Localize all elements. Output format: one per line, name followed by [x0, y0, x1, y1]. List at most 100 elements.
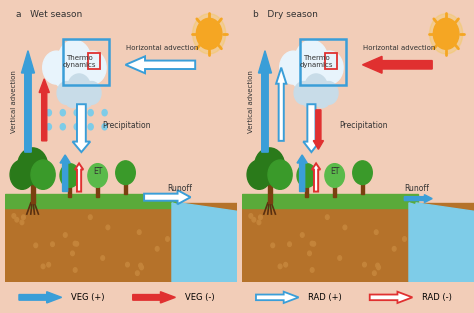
Bar — [68, 185, 71, 197]
Bar — [305, 185, 308, 197]
Circle shape — [88, 124, 93, 130]
Circle shape — [58, 40, 91, 80]
Circle shape — [305, 74, 328, 102]
Circle shape — [106, 225, 110, 230]
Circle shape — [373, 271, 376, 275]
Circle shape — [102, 124, 107, 130]
Circle shape — [271, 243, 274, 248]
Circle shape — [116, 161, 135, 184]
Bar — [5, 194, 181, 208]
Circle shape — [72, 61, 95, 89]
FancyArrow shape — [363, 56, 432, 73]
Text: ET: ET — [330, 167, 339, 176]
Circle shape — [288, 242, 292, 246]
Circle shape — [34, 243, 37, 248]
Circle shape — [284, 262, 288, 267]
Circle shape — [31, 160, 55, 189]
Circle shape — [73, 268, 77, 272]
Circle shape — [259, 215, 262, 219]
Circle shape — [363, 262, 366, 267]
Circle shape — [433, 18, 459, 49]
FancyArrow shape — [276, 68, 286, 141]
Circle shape — [12, 214, 16, 218]
Circle shape — [308, 251, 311, 256]
Circle shape — [102, 110, 107, 116]
Circle shape — [57, 82, 76, 104]
FancyArrow shape — [370, 292, 412, 303]
FancyArrow shape — [297, 155, 307, 192]
Circle shape — [101, 256, 105, 260]
Circle shape — [297, 164, 317, 187]
Circle shape — [10, 160, 34, 189]
Circle shape — [429, 14, 463, 54]
FancyArrow shape — [313, 110, 323, 149]
Circle shape — [60, 164, 80, 187]
Circle shape — [249, 214, 253, 218]
Circle shape — [280, 51, 307, 84]
Circle shape — [301, 233, 304, 237]
Text: Thermo
dynamics: Thermo dynamics — [299, 55, 333, 69]
Text: b   Dry season: b Dry season — [253, 10, 318, 19]
Circle shape — [374, 230, 378, 234]
Circle shape — [338, 256, 342, 260]
Circle shape — [82, 82, 101, 104]
Circle shape — [309, 61, 332, 89]
Circle shape — [64, 233, 67, 237]
Bar — [124, 182, 127, 194]
Text: Horizontal advection: Horizontal advection — [127, 45, 199, 51]
Circle shape — [126, 262, 129, 267]
Bar — [96, 185, 99, 197]
Text: RAD (+): RAD (+) — [308, 293, 342, 302]
Circle shape — [43, 51, 70, 84]
Circle shape — [88, 164, 108, 187]
Circle shape — [255, 148, 285, 184]
Circle shape — [216, 224, 220, 228]
Circle shape — [155, 247, 159, 251]
Text: Runoff: Runoff — [404, 184, 429, 193]
Circle shape — [424, 261, 428, 265]
Circle shape — [402, 237, 406, 241]
Circle shape — [295, 40, 328, 80]
Bar — [5, 203, 237, 282]
Circle shape — [139, 263, 143, 268]
Bar — [242, 203, 474, 282]
Circle shape — [377, 265, 381, 270]
Circle shape — [453, 224, 457, 228]
Circle shape — [51, 242, 55, 246]
Circle shape — [314, 88, 330, 108]
Circle shape — [22, 215, 25, 219]
Polygon shape — [179, 203, 237, 282]
FancyArrow shape — [21, 51, 35, 152]
Circle shape — [73, 241, 77, 246]
Circle shape — [77, 88, 93, 108]
Circle shape — [18, 148, 48, 184]
Circle shape — [75, 242, 79, 246]
Polygon shape — [172, 203, 209, 282]
Circle shape — [312, 242, 316, 246]
Text: Precipitation: Precipitation — [339, 121, 388, 130]
Polygon shape — [416, 203, 474, 282]
Text: Thermo
dynamics: Thermo dynamics — [62, 55, 96, 69]
FancyArrow shape — [303, 104, 319, 152]
Circle shape — [257, 220, 261, 225]
Circle shape — [60, 124, 65, 130]
Circle shape — [302, 88, 318, 108]
FancyArrow shape — [126, 56, 195, 73]
Bar — [30, 183, 35, 203]
FancyArrow shape — [312, 163, 320, 192]
Circle shape — [247, 160, 271, 189]
Circle shape — [291, 61, 314, 89]
Circle shape — [353, 161, 372, 184]
FancyArrow shape — [144, 190, 191, 204]
Text: Precipitation: Precipitation — [102, 121, 151, 130]
FancyArrow shape — [73, 104, 90, 152]
Circle shape — [376, 263, 380, 268]
Bar — [267, 183, 272, 203]
Circle shape — [136, 271, 139, 275]
Circle shape — [60, 110, 65, 116]
FancyArrow shape — [133, 292, 175, 303]
Circle shape — [392, 247, 396, 251]
Circle shape — [325, 164, 345, 187]
Circle shape — [137, 230, 141, 234]
Text: Runoff: Runoff — [167, 184, 192, 193]
